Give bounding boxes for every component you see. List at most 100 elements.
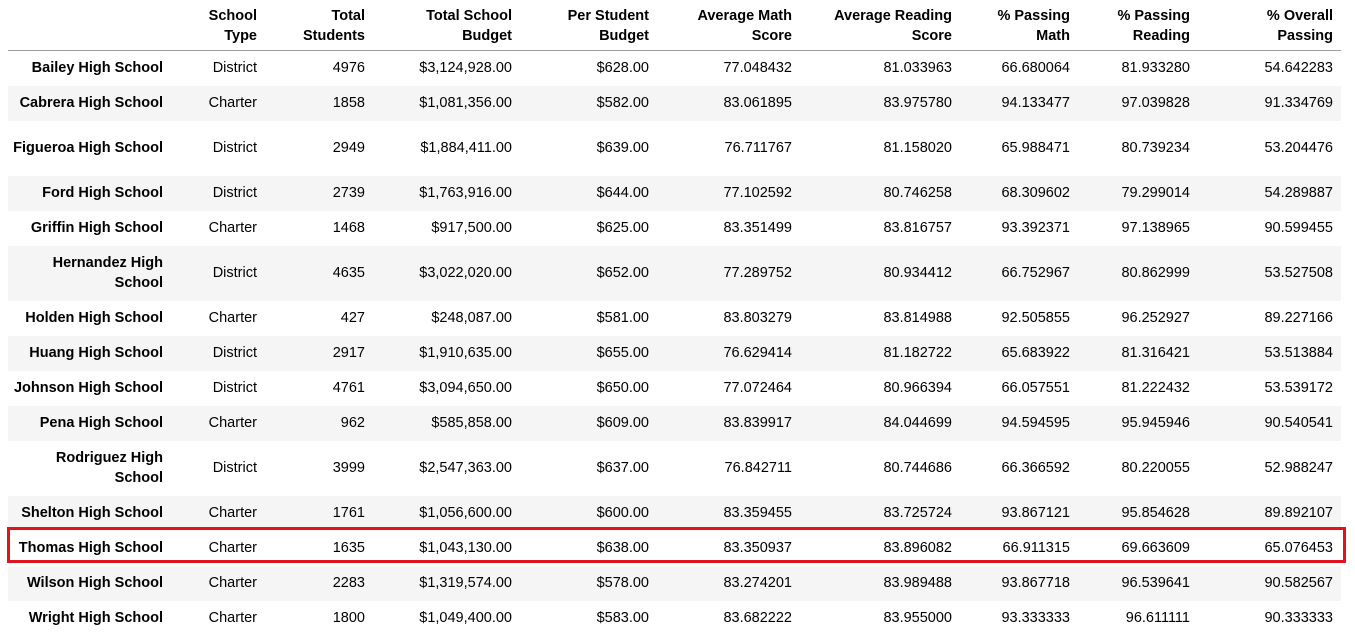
total-budget-cell: $1,056,600.00 (419, 505, 512, 521)
total-students-cell: 4761 (332, 380, 365, 396)
school-type-cell: District (212, 345, 257, 361)
total-students-cell: 2283 (332, 575, 365, 591)
table-row: Holden High School Charter 427 $248,087.00 $… (8, 301, 1341, 336)
per-student-budget-cell: $600.00 (596, 505, 649, 521)
column-header-total-students: Total Students (265, 0, 373, 51)
average-math-cell: 83.839917 (723, 415, 792, 431)
column-header-per-student-budget: Per Student Budget (520, 0, 657, 51)
school-name-cell: Ford High School (42, 185, 163, 201)
passing-math-cell: 93.392371 (1001, 220, 1070, 236)
per-student-budget-cell: $637.00 (596, 460, 649, 476)
table-row: Wilson High School Charter 2283 $1,319,574.… (8, 565, 1341, 601)
passing-reading-cell: 80.739234 (1121, 140, 1190, 156)
average-math-cell: 83.351499 (723, 220, 792, 236)
school-type-cell: District (212, 60, 257, 77)
table-row: Thomas High School Charter 1635 $1,043,130.… (8, 531, 1341, 566)
total-students-cell: 1468 (332, 220, 365, 236)
total-budget-cell: $3,124,928.00 (419, 60, 512, 77)
school-type-cell: Charter (208, 610, 257, 626)
overall-passing-cell: 90.333333 (1264, 610, 1333, 626)
per-student-budget-cell: $582.00 (596, 95, 649, 111)
school-name-cell: Wright High School (28, 610, 163, 626)
average-math-cell: 76.711767 (724, 140, 792, 156)
index-header (8, 0, 171, 51)
average-reading-cell: 83.955000 (883, 610, 952, 626)
average-math-cell: 77.072464 (723, 380, 792, 396)
table-row: Rodriguez High School District 3999 $2,547,… (8, 441, 1341, 496)
school-name-cell: Cabrera High School (19, 95, 163, 111)
passing-reading-cell: 96.611111 (1125, 610, 1190, 626)
total-students-cell: 962 (340, 415, 365, 431)
school-name-cell: Holden High School (25, 310, 163, 326)
total-students-cell: 427 (340, 310, 365, 326)
passing-reading-cell: 96.252927 (1121, 310, 1190, 326)
passing-math-cell: 93.333333 (1001, 610, 1070, 626)
per-student-budget-cell: $581.00 (596, 310, 649, 326)
average-reading-cell: 83.816757 (883, 220, 952, 236)
school-name-cell: Rodriguez High School (55, 450, 163, 486)
school-name-cell: Shelton High School (21, 505, 163, 521)
average-reading-cell: 80.934412 (883, 265, 952, 281)
school-name-cell: Pena High School (39, 415, 163, 431)
passing-math-cell: 66.911315 (1002, 540, 1070, 556)
average-math-cell: 77.102592 (723, 185, 792, 201)
passing-reading-cell: 81.316421 (1121, 345, 1190, 361)
average-math-cell: 76.629414 (723, 345, 792, 361)
column-header-percent-overall-passing: % Overall Passing (1198, 0, 1341, 51)
total-students-cell: 4976 (332, 60, 365, 77)
passing-math-cell: 93.867718 (1001, 575, 1070, 591)
school-type-cell: District (212, 140, 257, 156)
passing-reading-cell: 97.039828 (1121, 95, 1190, 111)
school-type-cell: District (212, 185, 257, 201)
school-type-cell: District (212, 460, 257, 476)
table-row: Johnson High School District 4761 $3,094,65… (8, 371, 1341, 406)
overall-passing-cell: 65.076453 (1264, 540, 1333, 556)
column-header-percent-passing-math: % Passing Math (960, 0, 1078, 51)
school-summary-table: School Type Total Students Total School Bud… (8, 0, 1341, 636)
overall-passing-cell: 54.289887 (1264, 185, 1333, 201)
school-name-cell: Thomas High School (18, 540, 163, 556)
table-row: Pena High School Charter 962 $585,858.00 $60… (8, 405, 1341, 441)
overall-passing-cell: 52.988247 (1264, 460, 1333, 476)
table-row: Wright High School Charter 1800 $1,049,400.… (8, 601, 1341, 636)
per-student-budget-cell: $644.00 (596, 185, 649, 201)
total-budget-cell: $3,094,650.00 (419, 380, 512, 396)
school-type-cell: Charter (208, 95, 257, 111)
column-header-average-math-score: Average Math Score (657, 0, 800, 51)
average-math-cell: 83.061895 (723, 95, 792, 111)
average-reading-cell: 80.966394 (883, 380, 952, 396)
average-reading-cell: 83.989488 (883, 575, 952, 591)
passing-math-cell: 94.594595 (1001, 415, 1070, 431)
total-budget-cell: $1,049,400.00 (419, 610, 512, 626)
passing-math-cell: 66.366592 (1001, 460, 1070, 476)
overall-passing-cell: 90.540541 (1264, 415, 1333, 431)
school-type-cell: Charter (208, 575, 257, 591)
overall-passing-cell: 89.227166 (1264, 310, 1333, 326)
per-student-budget-cell: $652.00 (596, 265, 649, 281)
overall-passing-cell: 90.599455 (1264, 220, 1333, 236)
total-budget-cell: $1,319,574.00 (419, 575, 512, 591)
total-budget-cell: $1,081,356.00 (419, 95, 512, 111)
total-budget-cell: $1,884,411.00 (420, 140, 512, 156)
overall-passing-cell: 90.582567 (1264, 575, 1333, 591)
per-student-budget-cell: $639.00 (596, 140, 649, 156)
total-students-cell: 4635 (332, 265, 365, 281)
passing-math-cell: 94.133477 (1001, 95, 1070, 111)
average-reading-cell: 83.975780 (883, 95, 952, 111)
table-row: Shelton High School Charter 1761 $1,056,600… (8, 495, 1341, 531)
total-students-cell: 3999 (332, 460, 365, 476)
school-name-cell: Hernandez High School (52, 255, 163, 291)
header-row: School Type Total Students Total School Bud… (8, 0, 1341, 51)
passing-reading-cell: 80.862999 (1121, 265, 1190, 281)
passing-math-cell: 68.309602 (1001, 185, 1070, 201)
passing-reading-cell: 80.220055 (1121, 460, 1190, 476)
average-reading-cell: 80.744686 (883, 460, 952, 476)
average-math-cell: 83.350937 (723, 540, 792, 556)
passing-math-cell: 66.680064 (1001, 60, 1070, 77)
column-header-average-reading-score: Average Reading Score (800, 0, 960, 51)
school-type-cell: Charter (208, 220, 257, 236)
school-name-cell: Wilson High School (26, 575, 163, 591)
per-student-budget-cell: $578.00 (596, 575, 649, 591)
table-row: Hernandez High School District 4635 $3,022,… (8, 245, 1341, 301)
column-header-school-type: School Type (171, 0, 265, 51)
